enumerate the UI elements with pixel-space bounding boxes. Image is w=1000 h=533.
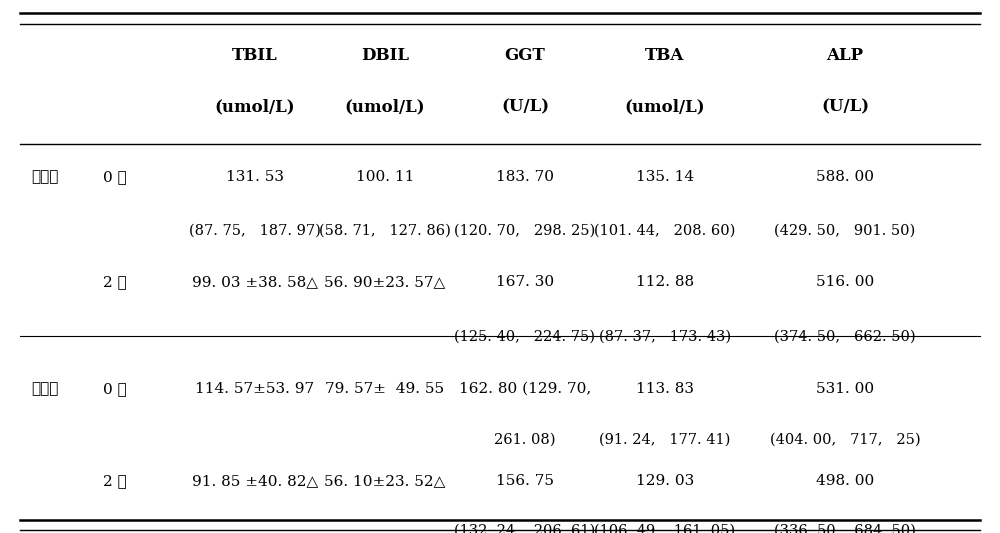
Text: 79. 57±  49. 55: 79. 57± 49. 55 (325, 382, 445, 396)
Text: (374. 50,   662. 50): (374. 50, 662. 50) (774, 330, 916, 344)
Text: 100. 11: 100. 11 (356, 170, 414, 184)
Text: 西药组: 西药组 (31, 382, 59, 396)
Text: (umol/L): (umol/L) (215, 98, 295, 115)
Text: (58. 71,   127. 86): (58. 71, 127. 86) (319, 223, 451, 237)
Text: (101. 44,   208. 60): (101. 44, 208. 60) (594, 223, 736, 237)
Text: 0 周: 0 周 (103, 382, 127, 396)
Text: TBA: TBA (645, 47, 685, 64)
Text: 162. 80 (129. 70,: 162. 80 (129. 70, (459, 382, 591, 396)
Text: 56. 10±23. 52△: 56. 10±23. 52△ (324, 474, 446, 488)
Text: 135. 14: 135. 14 (636, 170, 694, 184)
Text: ALP: ALP (826, 47, 864, 64)
Text: 156. 75: 156. 75 (496, 474, 554, 488)
Text: 99. 03 ±38. 58△: 99. 03 ±38. 58△ (192, 276, 318, 289)
Text: (U/L): (U/L) (821, 98, 869, 115)
Text: (429. 50,   901. 50): (429. 50, 901. 50) (774, 223, 916, 237)
Text: (91. 24,   177. 41): (91. 24, 177. 41) (599, 433, 731, 447)
Text: 91. 85 ±40. 82△: 91. 85 ±40. 82△ (192, 474, 318, 488)
Text: 131. 53: 131. 53 (226, 170, 284, 184)
Text: (125. 40,   224. 75): (125. 40, 224. 75) (454, 330, 596, 344)
Text: 2 周: 2 周 (103, 474, 127, 488)
Text: 531. 00: 531. 00 (816, 382, 874, 396)
Text: 2 周: 2 周 (103, 276, 127, 289)
Text: 588. 00: 588. 00 (816, 170, 874, 184)
Text: (404. 00,   717,   25): (404. 00, 717, 25) (770, 433, 920, 447)
Text: 261. 08): 261. 08) (494, 433, 556, 447)
Text: 129. 03: 129. 03 (636, 474, 694, 488)
Text: (U/L): (U/L) (501, 98, 549, 115)
Text: 113. 83: 113. 83 (636, 382, 694, 396)
Text: (87. 75,   187. 97): (87. 75, 187. 97) (189, 223, 321, 237)
Text: 114. 57±53. 97: 114. 57±53. 97 (195, 382, 315, 396)
Text: 中药组: 中药组 (31, 170, 59, 184)
Text: (106. 49,   161. 05): (106. 49, 161. 05) (594, 523, 736, 533)
Text: 498. 00: 498. 00 (816, 474, 874, 488)
Text: (87. 37,   173. 43): (87. 37, 173. 43) (599, 330, 731, 344)
Text: 0 周: 0 周 (103, 170, 127, 184)
Text: (132. 24,   206. 61): (132. 24, 206. 61) (454, 523, 596, 533)
Text: 112. 88: 112. 88 (636, 276, 694, 289)
Text: (336. 50,   684. 50): (336. 50, 684. 50) (774, 523, 916, 533)
Text: (umol/L): (umol/L) (625, 98, 705, 115)
Text: (120. 70,   298. 25): (120. 70, 298. 25) (454, 223, 596, 237)
Text: 183. 70: 183. 70 (496, 170, 554, 184)
Text: 516. 00: 516. 00 (816, 276, 874, 289)
Text: GGT: GGT (505, 47, 545, 64)
Text: 167. 30: 167. 30 (496, 276, 554, 289)
Text: 56. 90±23. 57△: 56. 90±23. 57△ (324, 276, 446, 289)
Text: DBIL: DBIL (361, 47, 409, 64)
Text: (umol/L): (umol/L) (345, 98, 425, 115)
Text: TBIL: TBIL (232, 47, 278, 64)
